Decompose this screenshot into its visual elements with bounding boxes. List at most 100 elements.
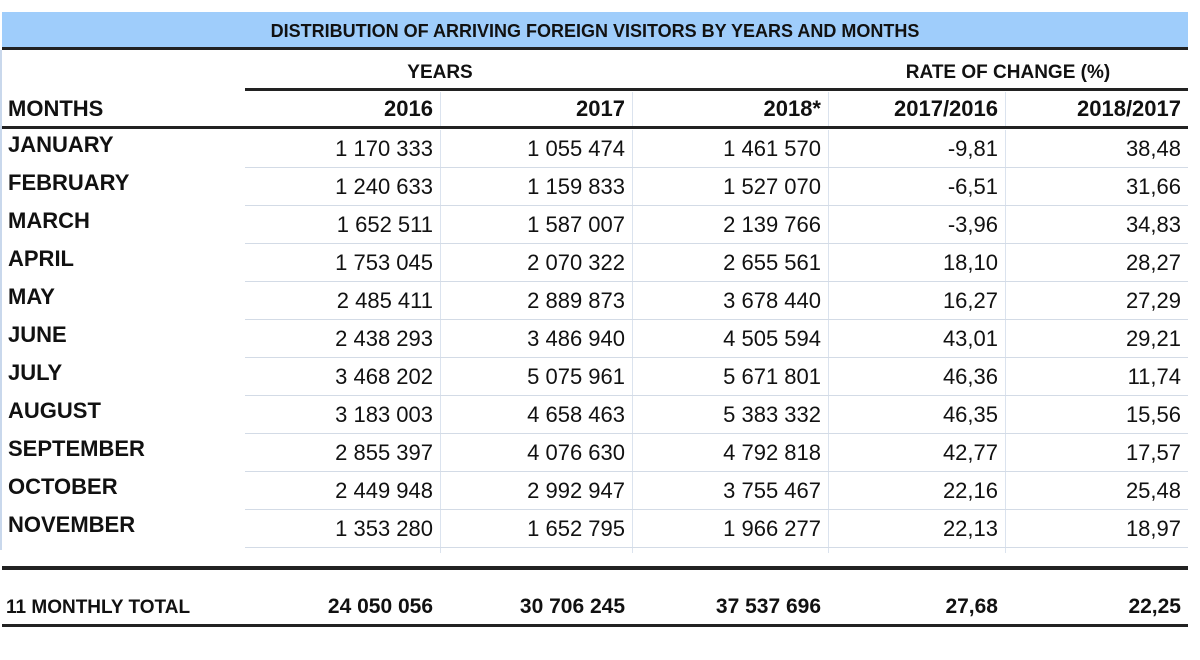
month-label: FEBRUARY (8, 170, 130, 195)
table-cell: 34,83 (1125, 212, 1181, 237)
month-label: JUNE (8, 322, 67, 347)
total-divider (2, 566, 1188, 570)
total-cell: 37 537 696 (715, 595, 821, 618)
table-cell: 27,29 (1125, 288, 1181, 313)
table-cell: 2 139 766 (723, 212, 821, 237)
column-header: 2018/2017 (1077, 96, 1181, 121)
table-cell: 2 855 397 (335, 440, 433, 465)
table-row: MAY 2 485 411 2 889 873 3 678 440 16,27 27,29 (0, 282, 1200, 320)
total-cell: 24 050 056 (327, 595, 433, 618)
row-divider (245, 319, 1188, 320)
table-cell: 29,21 (1125, 326, 1181, 351)
table-cell: 2 889 873 (527, 288, 625, 313)
table-row: AUGUST 3 183 003 4 658 463 5 383 332 46,35 15… (0, 396, 1200, 434)
table-cell: 1 587 007 (527, 212, 625, 237)
table-cell: 3 468 202 (335, 364, 433, 389)
table-cell: 1 170 333 (335, 136, 433, 161)
table-row: APRIL 1 753 045 2 070 322 2 655 561 18,10 28,… (0, 244, 1200, 282)
table-cell: 46,35 (942, 402, 998, 427)
column-divider (440, 130, 441, 553)
table-cell: 3 755 467 (723, 478, 821, 503)
table-cell: 18,97 (1125, 516, 1181, 541)
table-cell: 2 070 322 (527, 250, 625, 275)
table-cell: 43,01 (942, 326, 998, 351)
table-row: SEPTEMBER 2 855 397 4 076 630 4 792 818 42,7… (0, 434, 1200, 472)
column-divider (440, 92, 441, 126)
month-label: NOVEMBER (8, 512, 136, 537)
column-divider (632, 130, 633, 553)
table-cell: -6,51 (947, 174, 998, 199)
table-cell: 5 671 801 (723, 364, 821, 389)
table-row: MARCH 1 652 511 1 587 007 2 139 766 -3,96 34,… (0, 206, 1200, 244)
table-cell: 46,36 (942, 364, 998, 389)
table-row: NOVEMBER 1 353 280 1 652 795 1 966 277 22,13… (0, 510, 1200, 548)
table-cell: 22,16 (942, 478, 998, 503)
row-divider (245, 243, 1188, 244)
table-cell: 1 159 833 (527, 174, 625, 199)
bottom-divider (2, 624, 1188, 627)
table-cell: 4 505 594 (723, 326, 821, 351)
years-group-header: YEARS (407, 62, 473, 83)
table-row: JULY 3 468 202 5 075 961 5 671 801 46,36 11,7… (0, 358, 1200, 396)
table-cell: -9,81 (947, 136, 998, 161)
table-cell: 2 449 948 (335, 478, 433, 503)
table-cell: 1 527 070 (723, 174, 821, 199)
column-divider (828, 130, 829, 553)
row-divider (245, 357, 1188, 358)
month-label: AUGUST (8, 398, 101, 423)
table-cell: 1 353 280 (335, 516, 433, 541)
left-border (0, 50, 2, 550)
table-cell: 3 183 003 (335, 402, 433, 427)
table-cell: 5 383 332 (723, 402, 821, 427)
table-row: JUNE 2 438 293 3 486 940 4 505 594 43,01 29,2… (0, 320, 1200, 358)
month-label: SEPTEMBER (8, 436, 145, 461)
total-cell: 30 706 245 (519, 595, 625, 618)
table-row: FEBRUARY 1 240 633 1 159 833 1 527 070 -6,51… (0, 168, 1200, 206)
table-cell: 15,56 (1125, 402, 1181, 427)
row-divider (245, 205, 1188, 206)
years-divider (245, 88, 1188, 91)
table-cell: 2 485 411 (336, 288, 433, 313)
table-cell: 25,48 (1125, 478, 1181, 503)
table-cell: 31,66 (1125, 174, 1181, 199)
month-label: OCTOBER (8, 474, 118, 499)
table-cell: 4 658 463 (527, 402, 625, 427)
column-header-months: MONTHS (8, 96, 104, 121)
header-divider (2, 126, 1188, 129)
table-cell: 1 966 277 (723, 516, 821, 541)
row-divider (245, 509, 1188, 510)
column-divider (1005, 130, 1006, 553)
table-row: JANUARY 1 170 333 1 055 474 1 461 570 -9,81 3… (0, 130, 1200, 168)
table-row: OCTOBER 2 449 948 2 992 947 3 755 467 22,16 2… (0, 472, 1200, 510)
table-cell: 4 076 630 (527, 440, 625, 465)
table-cell: 2 655 561 (723, 250, 821, 275)
column-divider (1005, 92, 1006, 126)
column-header: 2018* (763, 96, 821, 121)
column-header: 2017/2016 (894, 96, 998, 121)
total-cell: 22,25 (1128, 595, 1181, 618)
rate-group-header: RATE OF CHANGE (%) (905, 62, 1111, 83)
table-cell: 3 678 440 (723, 288, 821, 313)
column-divider (828, 92, 829, 126)
row-divider (245, 395, 1188, 396)
row-divider (245, 167, 1188, 168)
month-label: JANUARY (8, 132, 114, 157)
table-cell: 16,27 (942, 288, 998, 313)
table-cell: 5 075 961 (527, 364, 625, 389)
table-cell: 2 438 293 (335, 326, 433, 351)
month-label: APRIL (8, 246, 74, 271)
row-divider (245, 471, 1188, 472)
column-divider (632, 92, 633, 126)
table-cell: 1 753 045 (335, 250, 433, 275)
table-cell: 1 461 570 (723, 136, 821, 161)
table-cell: 1 652 511 (336, 212, 433, 237)
table-cell: 4 792 818 (723, 440, 821, 465)
total-label: 11 MONTHLY TOTAL (6, 597, 191, 618)
table-title: DISTRIBUTION OF ARRIVING FOREIGN VISITOR… (2, 12, 1188, 50)
table-cell: 1 240 633 (335, 174, 433, 199)
total-cell: 27,68 (945, 595, 998, 618)
table-cell: 2 992 947 (527, 478, 625, 503)
table-cell: 18,10 (942, 250, 998, 275)
column-header: 2016 (384, 96, 433, 121)
table-cell: 42,77 (942, 440, 998, 465)
